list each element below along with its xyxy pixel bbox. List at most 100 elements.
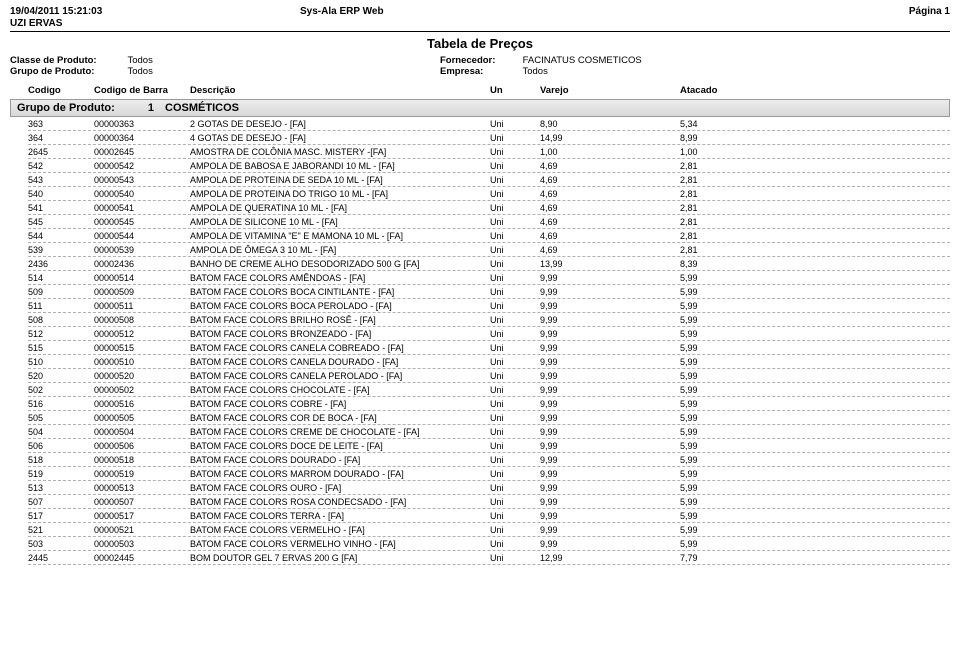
cell-un: Uni <box>490 497 540 507</box>
cell-barra: 00000541 <box>94 203 190 213</box>
cell-varejo: 9,99 <box>540 273 680 283</box>
cell-un: Uni <box>490 287 540 297</box>
cell-desc: BATOM FACE COLORS VERMELHO VINHO - [FA] <box>190 539 490 549</box>
cell-codigo: 516 <box>28 399 94 409</box>
cell-varejo: 9,99 <box>540 301 680 311</box>
cell-codigo: 511 <box>28 301 94 311</box>
cell-varejo: 8,90 <box>540 119 680 129</box>
cell-codigo: 519 <box>28 469 94 479</box>
cell-un: Uni <box>490 343 540 353</box>
cell-codigo: 506 <box>28 441 94 451</box>
cell-un: Uni <box>490 413 540 423</box>
cell-atacado: 5,99 <box>680 315 800 325</box>
cell-un: Uni <box>490 301 540 311</box>
cell-varejo: 12,99 <box>540 553 680 563</box>
cell-desc: BATOM FACE COLORS BOCA CINTILANTE - [FA] <box>190 287 490 297</box>
cell-varejo: 9,99 <box>540 511 680 521</box>
cell-codigo: 363 <box>28 119 94 129</box>
cell-desc: BATOM FACE COLORS TERRA - [FA] <box>190 511 490 521</box>
system-name: Sys-Ala ERP Web <box>300 6 870 17</box>
cell-atacado: 2,81 <box>680 245 800 255</box>
cell-desc: 2 GOTAS DE DESEJO - [FA] <box>190 119 490 129</box>
cell-desc: BATOM FACE COLORS BRILHO ROSÊ - [FA] <box>190 315 490 325</box>
cell-varejo: 9,99 <box>540 371 680 381</box>
table-row: 50700000507BATOM FACE COLORS ROSA CONDEC… <box>28 495 950 509</box>
grupo-label: Grupo de Produto: <box>10 66 125 77</box>
cell-un: Uni <box>490 273 540 283</box>
page-number: Página 1 <box>870 6 950 17</box>
cell-desc: BATOM FACE COLORS CREME DE CHOCOLATE - [… <box>190 427 490 437</box>
cell-codigo: 509 <box>28 287 94 297</box>
table-row: 54100000541AMPOLA DE QUERATINA 10 ML - [… <box>28 201 950 215</box>
cell-un: Uni <box>490 469 540 479</box>
cell-atacado: 5,99 <box>680 525 800 535</box>
cell-desc: AMPOLA DE SILICONE 10 ML - [FA] <box>190 217 490 227</box>
cell-varejo: 13,99 <box>540 259 680 269</box>
cell-varejo: 4,69 <box>540 217 680 227</box>
cell-varejo: 9,99 <box>540 385 680 395</box>
cell-atacado: 5,99 <box>680 483 800 493</box>
cell-un: Uni <box>490 441 540 451</box>
cell-barra: 00000518 <box>94 455 190 465</box>
table-row: 364000003644 GOTAS DE DESEJO - [FA]Uni14… <box>28 131 950 145</box>
cell-atacado: 5,99 <box>680 427 800 437</box>
cell-desc: AMPOLA DE BABOSA E JABORANDI 10 ML - [FA… <box>190 161 490 171</box>
cell-desc: BATOM FACE COLORS ROSA CONDECSADO - [FA] <box>190 497 490 507</box>
cell-barra: 00000520 <box>94 371 190 381</box>
cell-atacado: 5,99 <box>680 371 800 381</box>
cell-un: Uni <box>490 259 540 269</box>
cell-varejo: 14,99 <box>540 133 680 143</box>
cell-desc: BATOM FACE COLORS DOCE DE LEITE - [FA] <box>190 441 490 451</box>
cell-un: Uni <box>490 525 540 535</box>
cell-codigo: 507 <box>28 497 94 507</box>
empresa-label: Empresa: <box>440 66 520 77</box>
cell-desc: BATOM FACE COLORS BRONZEADO - [FA] <box>190 329 490 339</box>
cell-un: Uni <box>490 217 540 227</box>
classe-value: Todos <box>127 55 152 66</box>
report-header-line: 19/04/2011 15:21:03 Sys-Ala ERP Web Pági… <box>10 6 950 17</box>
fornecedor-label: Fornecedor: <box>440 55 520 66</box>
table-row: 50400000504BATOM FACE COLORS CREME DE CH… <box>28 425 950 439</box>
table-row: 50500000505BATOM FACE COLORS COR DE BOCA… <box>28 411 950 425</box>
cell-un: Uni <box>490 119 540 129</box>
table-row: 51000000510BATOM FACE COLORS CANELA DOUR… <box>28 355 950 369</box>
cell-barra: 00000364 <box>94 133 190 143</box>
cell-varejo: 9,99 <box>540 315 680 325</box>
cell-barra: 00000502 <box>94 385 190 395</box>
cell-desc: BATOM FACE COLORS CANELA COBREADO - [FA] <box>190 343 490 353</box>
empresa-value: Todos <box>522 66 547 77</box>
cell-barra: 00000514 <box>94 273 190 283</box>
cell-atacado: 7,79 <box>680 553 800 563</box>
cell-atacado: 5,99 <box>680 385 800 395</box>
cell-desc: BATOM FACE COLORS COR DE BOCA - [FA] <box>190 413 490 423</box>
cell-barra: 00000504 <box>94 427 190 437</box>
report-title: Tabela de Preços <box>10 36 950 51</box>
cell-desc: BATOM FACE COLORS AMÊNDOAS - [FA] <box>190 273 490 283</box>
table-row: 50200000502BATOM FACE COLORS CHOCOLATE -… <box>28 383 950 397</box>
cell-barra: 00000545 <box>94 217 190 227</box>
meta-row-1: Classe de Produto: Todos Fornecedor: FAC… <box>10 55 950 66</box>
cell-varejo: 9,99 <box>540 483 680 493</box>
cell-barra: 00000507 <box>94 497 190 507</box>
table-row: 264500002645AMOSTRA DE COLÔNIA MASC. MIS… <box>28 145 950 159</box>
cell-barra: 00000519 <box>94 469 190 479</box>
cell-desc: AMPOLA DE ÔMEGA 3 10 ML - [FA] <box>190 245 490 255</box>
cell-varejo: 4,69 <box>540 175 680 185</box>
cell-atacado: 5,99 <box>680 441 800 451</box>
cell-codigo: 544 <box>28 231 94 241</box>
cell-barra: 00000543 <box>94 175 190 185</box>
table-row: 51300000513BATOM FACE COLORS OURO - [FA]… <box>28 481 950 495</box>
cell-barra: 00002645 <box>94 147 190 157</box>
cell-desc: BATOM FACE COLORS DOURADO - [FA] <box>190 455 490 465</box>
cell-atacado: 5,99 <box>680 455 800 465</box>
cell-atacado: 2,81 <box>680 203 800 213</box>
cell-un: Uni <box>490 133 540 143</box>
cell-barra: 00000539 <box>94 245 190 255</box>
cell-barra: 00000509 <box>94 287 190 297</box>
cell-un: Uni <box>490 203 540 213</box>
cell-codigo: 513 <box>28 483 94 493</box>
table-row: 53900000539AMPOLA DE ÔMEGA 3 10 ML - [FA… <box>28 243 950 257</box>
cell-un: Uni <box>490 175 540 185</box>
table-row: 51800000518BATOM FACE COLORS DOURADO - [… <box>28 453 950 467</box>
cell-codigo: 518 <box>28 455 94 465</box>
